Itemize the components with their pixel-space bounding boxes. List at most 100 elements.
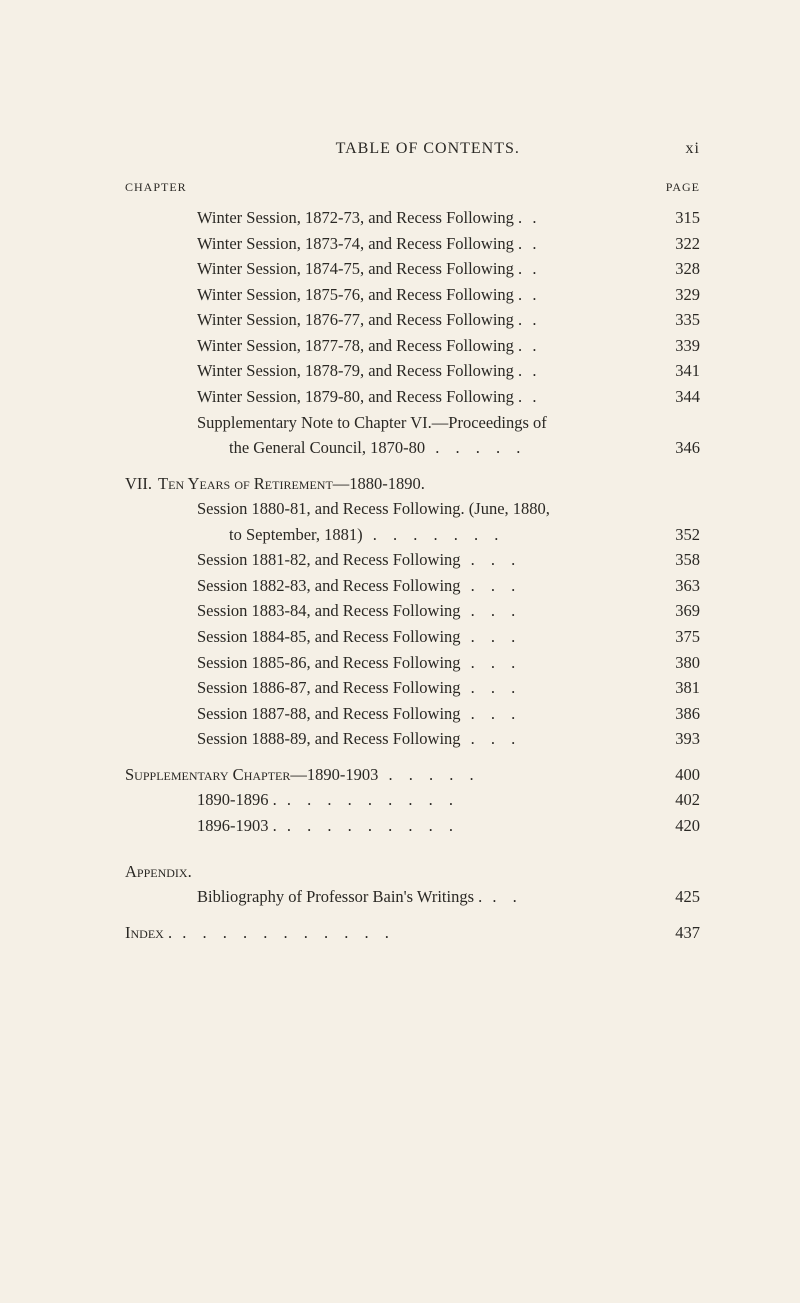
entry-page-number: 386 [660,701,700,727]
entry-page-number: 322 [660,231,700,257]
toc-entry: Winter Session, 1879-80, and Recess Foll… [125,384,700,410]
header-page-number: xi [686,140,700,158]
entry-label: Winter Session, 1876-77, and Recess Foll… [197,310,522,329]
leader-dots: . . . . . [425,438,526,457]
toc-entry-text: to September, 1881) . . . . . . . [229,522,660,548]
header-row: TABLE OF CONTENTS. xi [125,140,700,158]
entry-label: Winter Session, 1878-79, and Recess Foll… [197,361,522,380]
toc-entry-text: Supplementary Note to Chapter VI.—Procee… [197,410,660,436]
entry-label: 1890-1896 . [197,790,277,809]
toc-entry-text: Winter Session, 1872-73, and Recess Foll… [197,205,660,231]
chapter-number: VII. [125,471,158,497]
toc-entry-text: Winter Session, 1874-75, and Recess Foll… [197,256,660,282]
leader-dots: . [522,387,542,406]
toc-entry: Session 1882-83, and Recess Following . … [125,573,700,599]
entry-page-number: 363 [660,573,700,599]
toc-entry: Session 1886-87, and Recess Following . … [125,675,700,701]
entry-page-number: 346 [660,435,700,461]
toc-entry-text: Winter Session, 1876-77, and Recess Foll… [197,307,660,333]
entry-page-number: 369 [660,598,700,624]
toc-entry-text: Bibliography of Professor Bain's Writing… [197,884,660,910]
subheader-right: PAGE [666,180,700,195]
entry-label: Session 1884-85, and Recess Following [197,627,461,646]
entry-page-number: 393 [660,726,700,752]
entry-label: Session 1881-82, and Recess Following [197,550,461,569]
leader-dots: . [522,259,542,278]
toc-entry: Winter Session, 1876-77, and Recess Foll… [125,307,700,333]
entry-page-number: 344 [660,384,700,410]
toc-entry: Session 1881-82, and Recess Following . … [125,547,700,573]
toc-entry: Bibliography of Professor Bain's Writing… [125,884,700,910]
leader-dots: . . . [461,550,522,569]
toc-entry-text: Session 1888-89, and Recess Following . … [197,726,660,752]
chapter-title-text: Ten Years of Retirement—1880-1890. [158,471,425,497]
toc-entry: Winter Session, 1877-78, and Recess Foll… [125,333,700,359]
leader-dots: . . . [461,729,522,748]
toc-entry: Supplementary Note to Chapter VI.—Procee… [125,410,700,436]
entry-page-number: 328 [660,256,700,282]
entry-page-number: 358 [660,547,700,573]
entry-page-number: 339 [660,333,700,359]
entry-label: Supplementary Note to Chapter VI.—Procee… [197,413,547,432]
entry-label: Session 1883-84, and Recess Following [197,601,461,620]
leader-dots: . [522,285,542,304]
toc-entry-text: Session 1885-86, and Recess Following . … [197,650,660,676]
toc-entry: Winter Session, 1873-74, and Recess Foll… [125,231,700,257]
entry-label: Winter Session, 1873-74, and Recess Foll… [197,234,522,253]
entry-label: Session 1886-87, and Recess Following [197,678,461,697]
leader-dots: . . . [461,601,522,620]
toc-entry-text: Session 1884-85, and Recess Following . … [197,624,660,650]
toc-entry: Session 1885-86, and Recess Following . … [125,650,700,676]
supplementary-title: Supplementary Chapter—1890-1903 [125,765,378,784]
header-title: TABLE OF CONTENTS. [125,140,686,158]
chapter-vii-block: Session 1880-81, and Recess Following. (… [125,496,700,752]
toc-entry-text: 1890-1896 . . . . . . . . . . [197,787,660,813]
entry-label: Session 1882-83, and Recess Following [197,576,461,595]
toc-entry-text: Session 1880-81, and Recess Following. (… [197,496,660,522]
toc-entry-text: Winter Session, 1878-79, and Recess Foll… [197,358,660,384]
entry-label: Session 1887-88, and Recess Following [197,704,461,723]
toc-entry: Session 1883-84, and Recess Following . … [125,598,700,624]
supplementary-heading: Supplementary Chapter—1890-1903 . . . . … [125,762,700,788]
entry-label: 1896-1903 . [197,816,277,835]
toc-entry: Winter Session, 1875-76, and Recess Foll… [125,282,700,308]
appendix-block: Bibliography of Professor Bain's Writing… [125,884,700,910]
index-title: Index . [125,923,172,942]
toc-entry: 1890-1896 . . . . . . . . . .402 [125,787,700,813]
leader-dots: . [522,310,542,329]
toc-entry: Winter Session, 1872-73, and Recess Foll… [125,205,700,231]
toc-entry-text: the General Council, 1870-80 . . . . . [229,435,660,461]
entry-label: Session 1885-86, and Recess Following [197,653,461,672]
toc-entry: Session 1888-89, and Recess Following . … [125,726,700,752]
entry-page-number: 329 [660,282,700,308]
toc-entry-text: Winter Session, 1875-76, and Recess Foll… [197,282,660,308]
supplementary-block: 1890-1896 . . . . . . . . . .4021896-190… [125,787,700,838]
leader-dots: . . . [461,627,522,646]
entry-page-number: 315 [660,205,700,231]
toc-entry: 1896-1903 . . . . . . . . . .420 [125,813,700,839]
toc-entry-text: Winter Session, 1873-74, and Recess Foll… [197,231,660,257]
entry-label: the General Council, 1870-80 [229,438,425,457]
entry-label: Session 1880-81, and Recess Following. (… [197,499,550,518]
entry-label: to September, 1881) [229,525,363,544]
chapter-vii-heading: VII. Ten Years of Retirement—1880-1890. [125,471,700,497]
leader-dots: . . [482,887,523,906]
toc-entry: Winter Session, 1878-79, and Recess Foll… [125,358,700,384]
entry-page-number: 375 [660,624,700,650]
index-row: Index . . . . . . . . . . . . 437 [125,920,700,946]
leader-dots: . [522,234,542,253]
entry-page-number: 425 [660,884,700,910]
entry-page-number: 381 [660,675,700,701]
entry-label: Winter Session, 1875-76, and Recess Foll… [197,285,522,304]
page-container: TABLE OF CONTENTS. xi CHAPTER PAGE Winte… [0,0,800,1005]
toc-entry-text: Session 1886-87, and Recess Following . … [197,675,660,701]
leader-dots: . . . [461,704,522,723]
toc-entry-text: Session 1882-83, and Recess Following . … [197,573,660,599]
toc-entry-text: Session 1887-88, and Recess Following . … [197,701,660,727]
chapter-vi-block: Winter Session, 1872-73, and Recess Foll… [125,205,700,461]
entry-page-number: 420 [660,813,700,839]
toc-entry-text: 1896-1903 . . . . . . . . . . [197,813,660,839]
leader-dots: . [522,361,542,380]
index-dots: . . . . . . . . . . . [172,923,395,942]
toc-entry-text: Session 1881-82, and Recess Following . … [197,547,660,573]
